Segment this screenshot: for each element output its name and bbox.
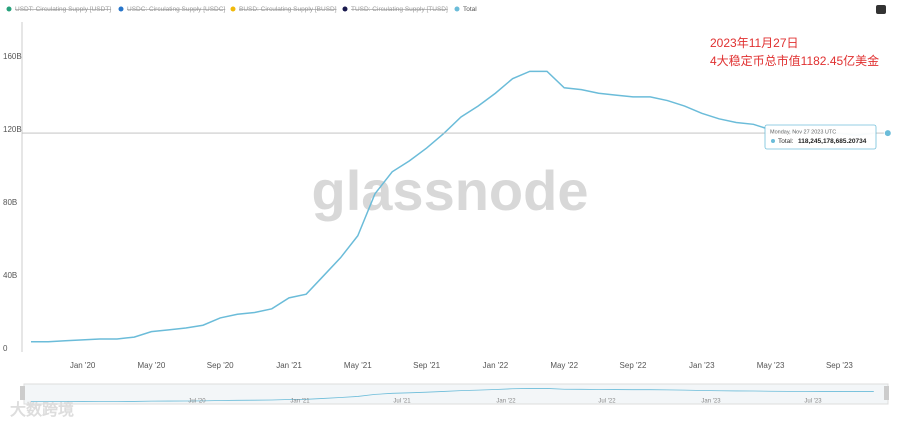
x-tick-label: May '21 bbox=[344, 361, 372, 370]
x-tick-label: Jan '23 bbox=[689, 361, 715, 370]
navigator-label: Jul '22 bbox=[598, 399, 616, 405]
x-tick-label: Sep '20 bbox=[207, 361, 234, 370]
tooltip bbox=[764, 124, 877, 150]
x-tick-label: Sep '21 bbox=[413, 361, 440, 370]
tooltip-label: Total: bbox=[778, 138, 794, 145]
annotation: 2023年11月27日 bbox=[710, 36, 799, 50]
watermark: glassnode bbox=[312, 159, 589, 222]
hover-marker bbox=[883, 129, 892, 138]
corner-watermark: 大数跨境 bbox=[10, 400, 74, 419]
legend-marker bbox=[230, 6, 236, 12]
navigator-label: Jan '22 bbox=[496, 399, 516, 405]
y-tick-label: 120B bbox=[3, 125, 22, 134]
y-tick-label: 160B bbox=[3, 52, 22, 61]
legend-marker bbox=[342, 6, 348, 12]
navigator-label: Jul '21 bbox=[393, 399, 411, 405]
tooltip-date: Monday, Nov 27 2023 UTC bbox=[770, 129, 836, 135]
legend-item[interactable]: Total bbox=[463, 6, 477, 13]
navigator-handle[interactable] bbox=[884, 386, 889, 400]
tooltip-marker bbox=[771, 139, 775, 143]
legend-marker bbox=[118, 6, 124, 12]
navigator-handle[interactable] bbox=[20, 386, 25, 400]
x-tick-label: May '20 bbox=[138, 361, 166, 370]
legend-item[interactable]: USDT: Circulating Supply [USDT] bbox=[15, 6, 111, 13]
y-tick-label: 0 bbox=[3, 344, 8, 353]
navigator-line bbox=[31, 388, 874, 403]
x-tick-label: Jan '20 bbox=[70, 361, 96, 370]
x-tick-label: Jan '21 bbox=[276, 361, 302, 370]
navigator-label: Jul '23 bbox=[804, 399, 822, 405]
legend-item[interactable]: USDC: Circulating Supply [USDC] bbox=[127, 6, 225, 13]
y-tick-label: 80B bbox=[3, 198, 17, 207]
legend-item[interactable]: TUSD: Circulating Supply [TUSD] bbox=[351, 6, 448, 13]
series-line bbox=[31, 70, 874, 343]
y-tick-label: 40B bbox=[3, 271, 17, 280]
navigator-label: Jul '20 bbox=[188, 399, 206, 405]
navigator-label: Jan '21 bbox=[290, 399, 310, 405]
legend-marker bbox=[6, 6, 12, 12]
x-tick-label: Jan '22 bbox=[483, 361, 509, 370]
x-tick-label: Sep '22 bbox=[620, 361, 647, 370]
x-tick-label: May '23 bbox=[757, 361, 785, 370]
legend-marker bbox=[454, 6, 460, 12]
camera-icon[interactable] bbox=[876, 5, 886, 14]
x-tick-label: Sep '23 bbox=[826, 361, 853, 370]
legend-item[interactable]: BUSD: Circulating Supply [BUSD] bbox=[239, 6, 337, 13]
annotation: 4大稳定币总市值1182.45亿美金 bbox=[710, 53, 879, 68]
tooltip-value: 118,245,178,685.20734 bbox=[798, 138, 867, 145]
navigator-label: Jan '23 bbox=[701, 399, 721, 405]
x-tick-label: May '22 bbox=[550, 361, 578, 370]
